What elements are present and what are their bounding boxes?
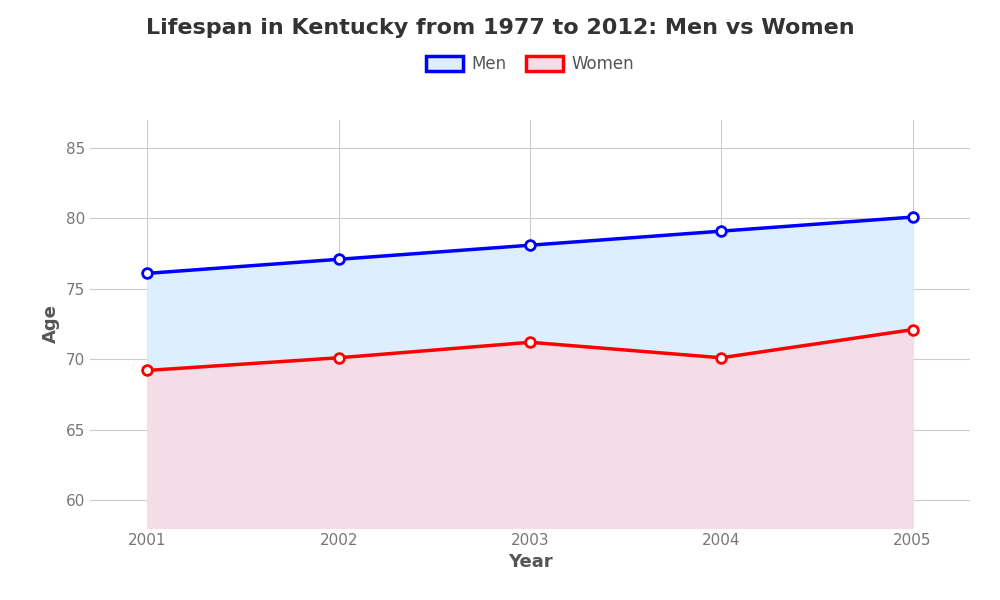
Text: Lifespan in Kentucky from 1977 to 2012: Men vs Women: Lifespan in Kentucky from 1977 to 2012: … [146, 18, 854, 38]
X-axis label: Year: Year [508, 553, 552, 571]
Y-axis label: Age: Age [42, 305, 60, 343]
Legend: Men, Women: Men, Women [426, 55, 634, 73]
